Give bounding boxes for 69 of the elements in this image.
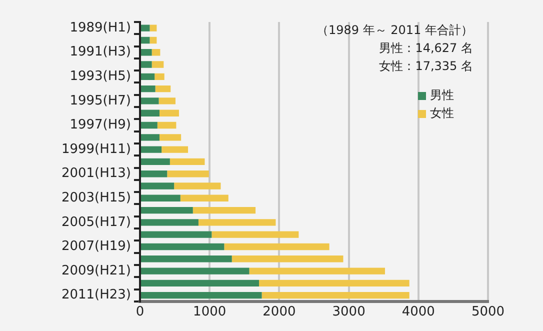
annotation: （1989 年～ 2011 年合計） [316, 23, 473, 38]
bar [162, 146, 188, 153]
bar [152, 61, 164, 68]
bar [141, 61, 152, 68]
y-tick-label: 1991(H3) [70, 44, 131, 60]
bar [232, 256, 344, 262]
bar [141, 170, 168, 178]
bar [159, 134, 182, 141]
bar [167, 170, 209, 178]
bar [141, 243, 224, 250]
bar [141, 256, 232, 262]
bar [141, 280, 260, 287]
y-tick-label: 1989(H1) [70, 20, 131, 36]
bar [141, 85, 156, 92]
y-tick-label: 1997(H9) [70, 118, 131, 133]
x-tick-label: 2000 [262, 304, 296, 320]
bar [141, 49, 152, 56]
bar [192, 206, 256, 214]
y-tick-label: 1999(H11) [61, 142, 131, 157]
bar [141, 182, 174, 190]
bar [141, 146, 162, 153]
bar [141, 98, 159, 104]
y-tick-label: 2011(H23) [61, 288, 131, 303]
x-tick-label: 5000 [471, 304, 505, 320]
y-tick-label: 2009(H21) [61, 263, 131, 278]
bar [150, 36, 157, 44]
bar [141, 24, 150, 32]
bar [141, 194, 180, 202]
x-tick-label: 0 [136, 304, 144, 320]
legend-label: 男性 [430, 88, 454, 102]
bar [141, 110, 160, 116]
bar [262, 292, 410, 299]
bar [152, 49, 160, 56]
bar [174, 182, 221, 190]
bar [249, 268, 385, 274]
bar [212, 231, 299, 238]
y-tick-label: 2003(H15) [61, 190, 131, 206]
bar [141, 36, 150, 44]
bar [141, 134, 160, 141]
legend-label: 女性 [430, 106, 454, 120]
x-tick-label: 3000 [332, 304, 366, 320]
bar [159, 110, 179, 116]
x-tick-label: 1000 [193, 304, 226, 320]
bar [150, 24, 157, 32]
bar [158, 98, 176, 104]
bar [141, 292, 262, 299]
y-tick-label: 1993(H5) [70, 69, 131, 84]
bar [224, 243, 330, 250]
annotation: 女性：17,335 名 [379, 59, 473, 74]
bar [180, 194, 228, 202]
bar [141, 122, 158, 129]
bar [170, 158, 205, 166]
x-tick-label: 4000 [402, 304, 435, 320]
bar [154, 73, 164, 80]
bar [141, 231, 212, 238]
bar [141, 206, 193, 214]
bar [141, 158, 170, 166]
bar [141, 73, 155, 80]
bar [155, 85, 171, 92]
y-tick-label: 1995(H7) [70, 93, 131, 108]
annotation: 男性：14,627 名 [379, 41, 473, 56]
bar [141, 219, 198, 226]
y-tick-label: 2007(H19) [61, 239, 131, 254]
y-tick-label: 2005(H17) [61, 214, 131, 230]
bar [259, 280, 410, 287]
y-tick-label: 2001(H13) [61, 166, 131, 182]
bar [157, 122, 176, 129]
bar [198, 219, 276, 226]
bar [141, 268, 250, 274]
